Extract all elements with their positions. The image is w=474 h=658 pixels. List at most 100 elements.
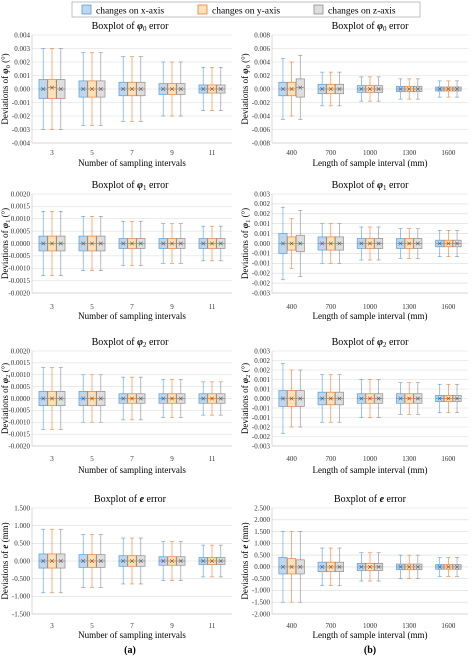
box-series-1 — [167, 379, 177, 418]
mean-marker — [209, 241, 215, 246]
mean-marker — [81, 396, 86, 401]
y-tick-label: 0.003 — [14, 45, 30, 53]
x-tick-label: 9 — [170, 455, 174, 463]
y-tick-label: -0.0010 — [8, 265, 30, 273]
x-tick-label: 1600 — [441, 455, 456, 463]
mean-marker — [446, 86, 451, 92]
x-tick-label: 7 — [130, 455, 134, 463]
title-tail: error — [146, 21, 169, 32]
panel-0: Boxplot of φ0 error-0.004-0.003-0.002-0.… — [0, 21, 232, 168]
ylabel-unit: (°) — [240, 53, 250, 65]
box-series-2 — [96, 215, 106, 272]
box-series-1 — [404, 554, 414, 579]
mean-marker — [280, 396, 285, 401]
mean-marker — [129, 396, 135, 401]
y-tick-label: -0.004 — [252, 112, 271, 120]
y-tick-label: -0.006 — [252, 126, 271, 134]
mean-marker — [121, 86, 126, 92]
title-symbol: φ — [377, 21, 383, 32]
box-series-0 — [38, 211, 48, 276]
y-tick-label: -0.0015 — [8, 430, 30, 438]
mean-marker — [328, 564, 333, 569]
x-axis-label: Number of sampling intervals — [78, 465, 186, 475]
box-series-1 — [326, 547, 336, 587]
x-tick-label: 1000 — [363, 303, 378, 311]
box-series-2 — [56, 528, 66, 594]
panel-1: Boxplot of φ0 error-0.008-0.006-0.004-0.… — [240, 21, 468, 168]
box-series-0 — [356, 226, 366, 261]
box-series-0 — [158, 61, 168, 117]
panel-7: Boxplot of e error -2.000 -1.500 -1.000 -0.5… — [240, 494, 468, 640]
y-axis-label: Deviations of φ1 (°) — [0, 208, 12, 279]
y-tick-label: 0.004 — [254, 58, 270, 66]
box-series-0 — [78, 215, 88, 272]
box-series-2 — [176, 61, 186, 117]
box-series-0 — [396, 554, 406, 579]
box-series-1 — [365, 226, 375, 261]
box-series-0 — [396, 78, 406, 100]
mean-marker — [178, 241, 183, 246]
ylabel-unit: (°) — [240, 363, 250, 375]
mean-marker — [446, 564, 451, 569]
box-series-2 — [96, 52, 106, 126]
box-series-1 — [167, 541, 177, 581]
box-series-2 — [413, 78, 423, 100]
box-series-1 — [365, 552, 375, 582]
box-series-1 — [326, 223, 336, 264]
ylabel-subscript: 0 — [5, 65, 12, 68]
box-series-2 — [216, 381, 226, 416]
mean-marker — [178, 558, 183, 564]
mean-marker — [320, 564, 325, 569]
mean-marker — [337, 396, 342, 401]
mean-marker — [415, 241, 420, 246]
box-series-1 — [87, 534, 97, 588]
y-tick-label: -0.002 — [252, 423, 271, 431]
y-tick-label: 0.0020 — [11, 347, 31, 355]
mean-marker — [98, 558, 103, 564]
box-series-2 — [374, 552, 384, 582]
y-axis-label: Deviations of φ2 (°) — [240, 363, 252, 434]
panel-title: Boxplot of e error — [94, 494, 167, 505]
box-series-2 — [295, 210, 305, 277]
x-tick-label: 1300 — [402, 455, 417, 463]
title-text: Boxplot of — [334, 494, 380, 505]
y-tick-label: 0.001 — [254, 376, 270, 384]
mean-marker — [201, 558, 206, 564]
mean-marker — [98, 241, 103, 246]
title-symbol: φ — [137, 21, 143, 32]
box-series-2 — [176, 379, 186, 418]
box-series-1 — [326, 71, 336, 107]
box-series-0 — [278, 363, 288, 434]
title-subscript: 2 — [143, 341, 147, 349]
mean-marker — [437, 564, 442, 569]
y-tick-label: 2.000 — [254, 516, 270, 524]
y-tick-label: -0.001 — [252, 250, 271, 258]
y-tick-label: -0.004 — [12, 139, 31, 147]
y-tick-label: -1.000 — [12, 593, 31, 601]
y-tick-label: -0.0015 — [8, 277, 30, 285]
ylabel-symbol: φ — [0, 378, 10, 383]
y-tick-label: -1.500 — [12, 610, 31, 618]
box-series-2 — [176, 541, 186, 581]
mean-marker — [437, 241, 442, 246]
y-tick-label: 0.006 — [254, 45, 270, 53]
box-series-0 — [38, 367, 48, 430]
y-tick-label: -0.0005 — [8, 407, 30, 415]
box-series-2 — [96, 374, 106, 423]
y-tick-label: -0.001 — [252, 260, 271, 268]
box-series-1 — [404, 382, 414, 415]
box-series-1 — [443, 230, 453, 258]
ylabel-text: Deviations of — [240, 549, 250, 600]
box-series-2 — [56, 48, 66, 130]
x-tick-label: 3 — [50, 303, 54, 311]
x-tick-label: 11 — [209, 622, 216, 630]
y-tick-label: -0.0010 — [8, 419, 30, 427]
box-series-0 — [118, 220, 128, 267]
ylabel-unit: (mm) — [0, 522, 10, 544]
mean-marker — [138, 558, 143, 564]
title-text: Boxplot of — [94, 494, 140, 505]
mean-marker — [376, 241, 381, 246]
mean-marker — [337, 86, 342, 92]
mean-marker — [415, 396, 420, 401]
ylabel-symbol: e — [0, 545, 10, 549]
